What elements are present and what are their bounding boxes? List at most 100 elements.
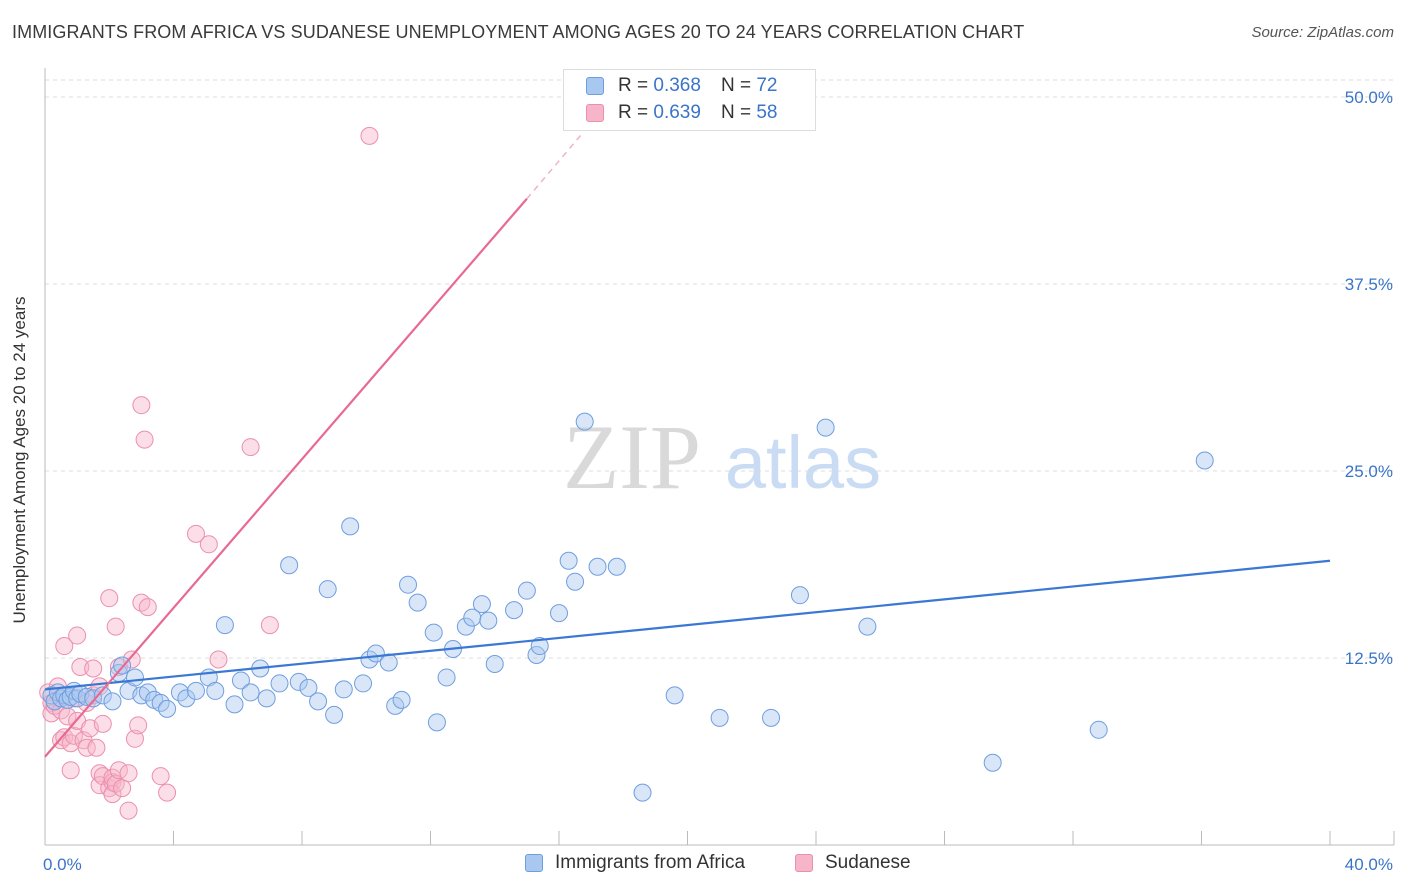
data-point-africa <box>289 672 308 691</box>
data-point-sudanese <box>132 396 151 415</box>
data-point-africa <box>84 689 103 708</box>
y-tick-label: 12.5% <box>1345 649 1393 668</box>
data-point-sudanese <box>135 430 154 449</box>
data-point-africa <box>530 637 549 656</box>
data-point-africa <box>575 412 594 431</box>
data-point-africa <box>354 674 373 693</box>
data-point-sudanese <box>87 738 106 757</box>
stats-swatch-africa <box>586 77 604 95</box>
data-point-africa <box>424 623 443 642</box>
data-point-sudanese <box>71 657 90 676</box>
data-point-sudanese <box>241 438 260 457</box>
data-point-sudanese <box>77 693 96 712</box>
data-point-africa <box>225 695 244 714</box>
data-point-africa <box>299 678 318 697</box>
data-point-africa <box>762 708 781 727</box>
y-tick-label: 50.0% <box>1345 88 1393 107</box>
data-point-africa <box>408 593 427 612</box>
data-point-africa <box>257 689 276 708</box>
data-point-africa <box>125 668 144 687</box>
data-point-africa <box>270 674 289 693</box>
data-point-africa <box>399 575 418 594</box>
x-tick-label: 0.0% <box>43 855 82 874</box>
data-point-sudanese <box>138 598 157 617</box>
chart-title: IMMIGRANTS FROM AFRICA VS SUDANESE UNEMP… <box>12 22 1025 42</box>
tick-labels-layer: 12.5% 25.0% 37.5% 50.0% 0.0% 40.0% <box>43 88 1393 874</box>
data-point-sudanese <box>55 637 74 656</box>
data-point-africa <box>437 668 456 687</box>
data-point-sudanese <box>209 650 228 669</box>
y-tick-label: 25.0% <box>1345 462 1393 481</box>
data-point-africa <box>334 680 353 699</box>
data-point-sudanese <box>58 707 77 726</box>
data-point-sudanese <box>186 524 205 543</box>
data-point-africa <box>215 616 234 635</box>
data-point-sudanese <box>106 774 125 793</box>
legend-item-sudanese[interactable]: Sudanese <box>795 852 911 874</box>
data-point-sudanese <box>132 593 151 612</box>
data-point-africa <box>392 690 411 709</box>
stats-swatch-sudanese <box>586 104 604 122</box>
data-point-sudanese <box>113 779 132 798</box>
data-point-africa <box>607 557 626 576</box>
data-point-sudanese <box>119 764 138 783</box>
stats-row-africa: R = 0.368 N = 72 <box>586 75 777 97</box>
data-point-sudanese <box>151 767 170 786</box>
data-point-sudanese <box>77 738 96 757</box>
data-point-africa <box>309 692 328 711</box>
data-point-sudanese <box>122 650 141 669</box>
data-point-africa <box>341 517 360 536</box>
data-point-sudanese <box>100 779 119 798</box>
data-point-sudanese <box>119 801 138 820</box>
data-point-sudanese <box>84 659 103 678</box>
data-point-africa <box>1089 720 1108 739</box>
stats-n-value: 72 <box>756 75 778 96</box>
data-point-sudanese <box>93 714 112 733</box>
data-point-africa <box>472 595 491 614</box>
grid-layer <box>45 79 1394 659</box>
data-point-africa <box>559 551 578 570</box>
stats-row-sudanese: R = 0.639 N = 58 <box>586 102 777 124</box>
data-point-africa <box>325 705 344 724</box>
data-point-africa <box>456 617 475 636</box>
source-label: Source: ZipAtlas.com <box>1251 24 1394 41</box>
axis-layer <box>44 68 1395 846</box>
trend-layer <box>44 133 1331 758</box>
data-point-africa <box>241 683 260 702</box>
data-point-africa <box>318 580 337 599</box>
stats-legend: R = 0.368 N = 72 R = 0.639 N = 58 <box>563 69 816 131</box>
data-point-sudanese <box>64 726 83 745</box>
trendline-sudanese-extension <box>526 133 583 200</box>
legend-item-africa[interactable]: Immigrants from Africa <box>525 852 745 874</box>
trendline-sudanese <box>44 198 528 758</box>
data-point-sudanese <box>103 785 122 804</box>
y-tick-label: 37.5% <box>1345 275 1393 294</box>
data-point-africa <box>566 572 585 591</box>
data-point-africa <box>186 681 205 700</box>
data-point-africa <box>983 753 1002 772</box>
watermark-zip: ZIP <box>563 406 701 508</box>
stats-r-value: 0.639 <box>653 102 701 123</box>
data-point-sudanese <box>109 761 128 780</box>
y-axis-label: Unemployment Among Ages 20 to 24 years <box>10 296 29 624</box>
stats-r-label: R = <box>618 75 649 96</box>
data-point-sudanese <box>106 617 125 636</box>
data-point-sudanese <box>129 716 148 735</box>
data-point-africa <box>479 611 498 630</box>
data-point-africa <box>103 692 122 711</box>
data-point-africa <box>665 686 684 705</box>
stats-n-label: N = <box>720 75 752 96</box>
trendline-africa <box>44 559 1331 691</box>
points-layer <box>39 126 1214 820</box>
data-point-africa <box>485 654 504 673</box>
watermark-atlas: atlas <box>725 421 881 504</box>
legend-swatch-africa <box>525 854 543 872</box>
watermark: ZIP atlas <box>563 406 881 508</box>
data-point-africa <box>93 686 112 705</box>
data-point-sudanese <box>360 126 379 145</box>
data-point-africa <box>1195 451 1214 470</box>
data-point-sudanese <box>125 729 144 748</box>
data-point-africa <box>517 581 536 600</box>
stats-n-label: N = <box>720 102 752 123</box>
